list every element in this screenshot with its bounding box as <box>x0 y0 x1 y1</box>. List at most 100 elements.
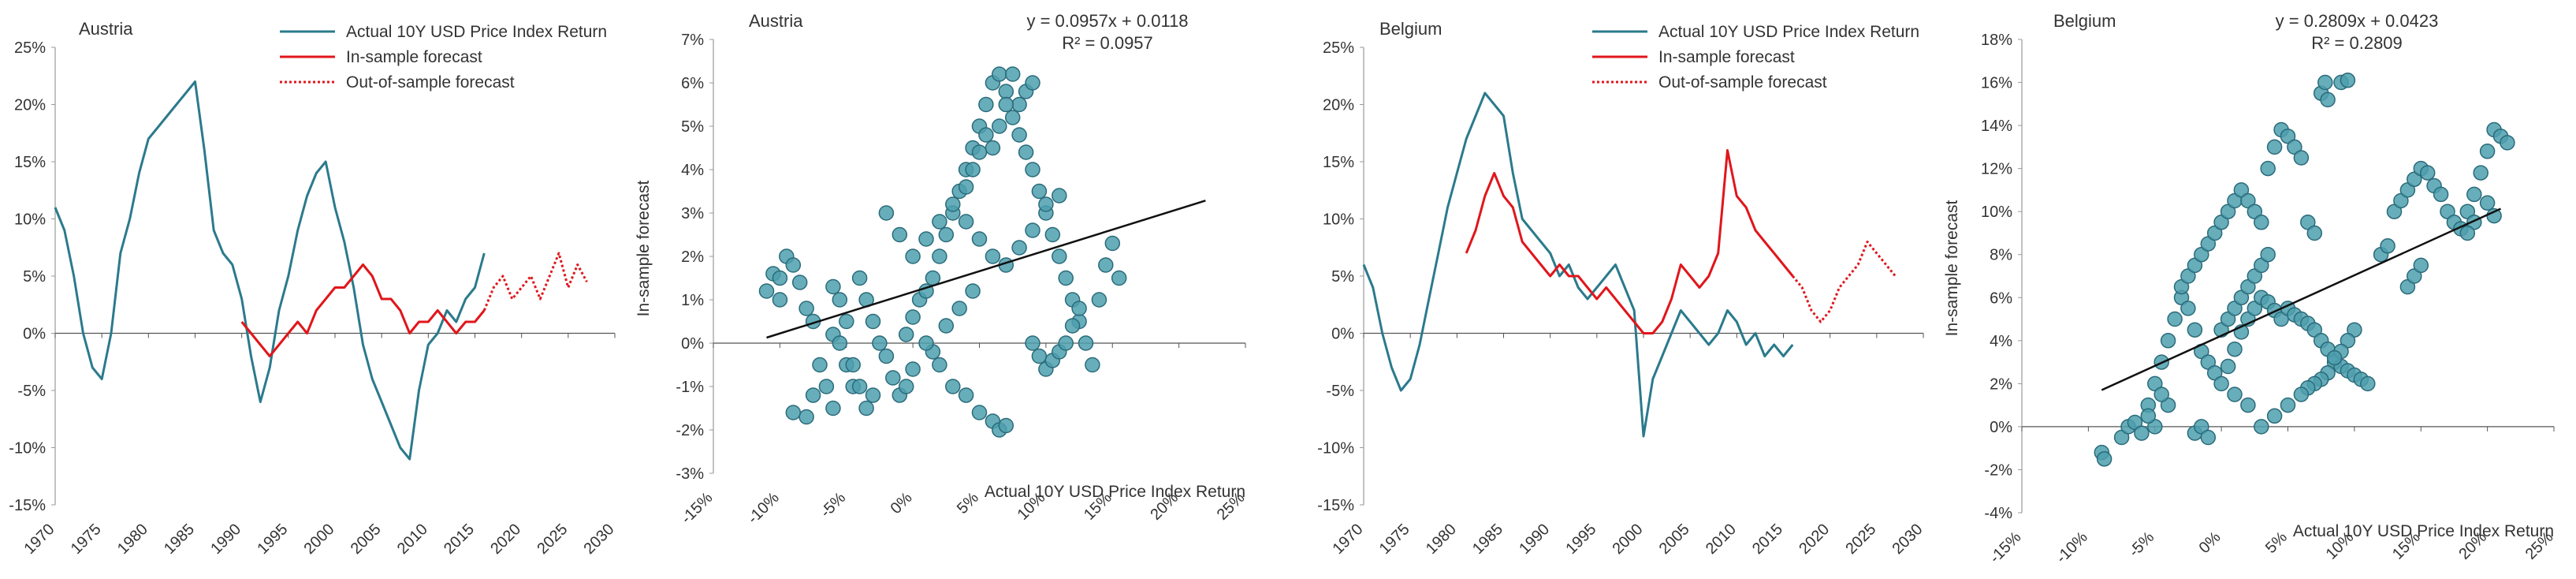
trendline <box>766 200 1206 339</box>
scatter-point <box>905 248 921 264</box>
x-tick-label: 2025 <box>534 521 571 558</box>
x-tick-label: 1970 <box>1330 521 1367 558</box>
scatter-point <box>945 379 961 394</box>
scatter-point <box>978 127 994 143</box>
scatter-point <box>985 140 1001 156</box>
scatter-point <box>2419 165 2436 181</box>
scatter-point <box>918 231 934 247</box>
legend-label: Out-of-sample forecast <box>346 73 515 92</box>
y-tick-label: 5% <box>681 118 704 136</box>
scatter-point <box>1058 270 1074 286</box>
y-tick-label: 12% <box>1981 161 2012 178</box>
legend-label: Out-of-sample forecast <box>1658 73 1827 92</box>
x-tick-label: 0% <box>888 489 916 517</box>
chart-4-scatter: -4% -2% 0% 2% 4% 6% 8% 10% 12% 14% 16% 18% -15% -10% -… <box>1943 11 2557 567</box>
scatter-point <box>2096 451 2113 467</box>
scatter-point <box>898 379 914 394</box>
scatter-point <box>938 226 955 243</box>
x-tick-label: 1995 <box>1562 521 1599 558</box>
y-tick-label: 0% <box>1990 419 2012 436</box>
scatter-point <box>858 400 874 417</box>
series-line-out-of-sample-forecast <box>482 252 588 312</box>
x-tick-label: 1985 <box>161 521 198 558</box>
scatter-point <box>2500 135 2515 151</box>
x-tick-label: 2000 <box>1610 521 1647 558</box>
x-tick-label: 5% <box>954 489 982 517</box>
y-tick-label: 15% <box>14 154 46 171</box>
chart-title: Austria <box>79 19 133 39</box>
scatter-point <box>945 196 961 212</box>
scatter-point <box>839 313 854 330</box>
scatter-point <box>758 283 775 299</box>
scatter-point <box>1031 183 1048 200</box>
y-tick-label: -15% <box>1317 497 1354 514</box>
legend-label: In-sample forecast <box>346 48 482 66</box>
x-tick-label: 2010 <box>1703 521 1740 558</box>
scatter-point <box>772 270 788 286</box>
scatter-point <box>905 309 921 325</box>
scatter-point <box>1052 188 1067 204</box>
y-tick-label: 20% <box>14 97 46 114</box>
legend: Actual 10Y USD Price Index Return In-samp… <box>280 23 607 92</box>
scatter-point <box>845 357 861 373</box>
x-tick-label: 1970 <box>21 521 58 558</box>
scatter-point <box>1011 240 1027 256</box>
scatter-point <box>878 205 895 221</box>
x-tick-label: 1980 <box>114 521 151 558</box>
scatter-point <box>818 379 835 394</box>
x-tick-label: -10% <box>744 489 783 528</box>
series-line-in-sample-forecast <box>1465 149 1794 334</box>
chart-2-scatter: -3% -2% -1% 0% 1% 2% 3% 4% 5% 6% 7% -15% -10% -5% 0% 5%… <box>635 11 1249 528</box>
scatter-point <box>885 370 901 386</box>
x-axis-title: Actual 10Y USD Price Index Return <box>985 483 1245 501</box>
trendline-equation: y = 0.2809x + 0.0423 <box>2276 11 2439 31</box>
scatter-point <box>2260 160 2276 177</box>
y-tick-label: 5% <box>1331 268 1354 286</box>
scatter-point <box>1018 144 1034 160</box>
x-tick-label: 2030 <box>581 521 618 558</box>
scatter-point <box>865 313 881 330</box>
y-axis-title: In-sample forecast <box>635 180 653 316</box>
legend-label: In-sample forecast <box>1658 48 1795 66</box>
scatter-point <box>932 248 947 264</box>
scatter-point <box>2293 150 2310 166</box>
x-tick-label: 1990 <box>1516 521 1553 558</box>
scatter-point <box>1091 292 1107 308</box>
scatter-point <box>1078 335 1094 351</box>
scatter-point <box>1025 162 1040 177</box>
y-tick-label: 18% <box>1981 32 2012 49</box>
legend-label: Actual 10Y USD Price Index Return <box>346 23 607 41</box>
scatter-point <box>812 357 828 373</box>
scatter-point <box>985 248 1001 264</box>
scatter-point <box>798 409 814 425</box>
x-tick-label: 2020 <box>487 521 524 558</box>
x-tick-label: 2015 <box>441 521 478 558</box>
scatter-point <box>805 387 821 403</box>
scatter-point <box>965 162 981 177</box>
y-tick-label: 15% <box>1323 154 1354 171</box>
scatter-point <box>1004 66 1021 82</box>
series-line-actual-10y-usd-price-index-return <box>1362 92 1794 438</box>
scatter-point <box>2266 139 2283 155</box>
scatter-point <box>2479 144 2496 159</box>
y-tick-label: -4% <box>1984 505 2012 522</box>
scatter-point <box>932 214 947 230</box>
scatter-point <box>1104 235 1121 252</box>
scatter-point <box>992 66 1007 82</box>
y-tick-label: 25% <box>1323 39 1354 57</box>
scatter-point <box>998 96 1014 113</box>
scatter-point <box>951 301 967 316</box>
scatter-point <box>2306 225 2323 241</box>
scatter-point <box>2340 73 2356 88</box>
chart-title: Belgium <box>2053 11 2116 31</box>
scatter-point <box>1038 196 1054 212</box>
scatter-point <box>925 270 941 286</box>
y-tick-label: 7% <box>681 32 704 49</box>
scatter-point <box>1098 257 1114 273</box>
x-tick-label: 2000 <box>301 521 338 558</box>
y-tick-label: 14% <box>1981 118 2012 135</box>
scatter-point <box>1111 270 1127 286</box>
x-tick-label: 2005 <box>1656 521 1693 558</box>
scatter-point <box>2134 425 2150 441</box>
